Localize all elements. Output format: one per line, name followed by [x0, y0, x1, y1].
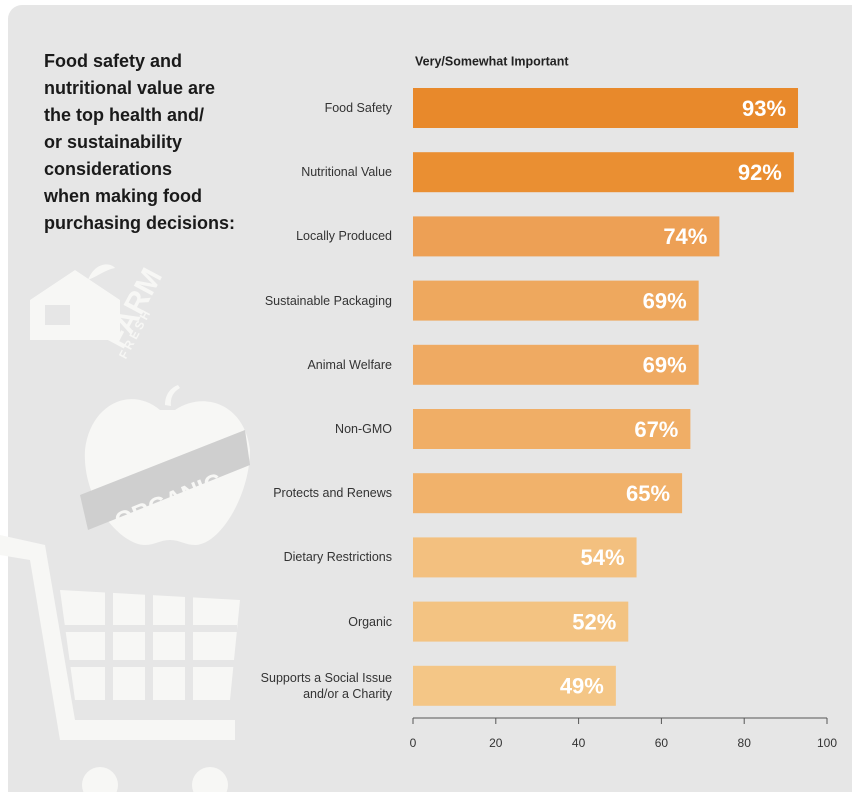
category-label: Sustainable Packaging [264, 293, 392, 308]
value-label: 52% [572, 609, 616, 634]
value-label: 93% [742, 96, 786, 121]
bar [413, 216, 720, 257]
value-label: 54% [581, 545, 625, 570]
category-label: Dietary Restrictions [283, 550, 392, 565]
ribbon [80, 430, 250, 530]
value-label: 65% [626, 481, 670, 506]
bar [413, 473, 683, 514]
value-label: 69% [643, 353, 687, 378]
leaf [88, 264, 115, 280]
title-line: purchasing decisions: [44, 213, 235, 233]
category-label: Protects and Renews [273, 486, 392, 501]
wheel [82, 767, 118, 792]
title-line: or sustainability [44, 132, 182, 152]
panel [8, 5, 852, 792]
bar [413, 601, 629, 642]
x-tick-label: 100 [817, 736, 837, 750]
bar [413, 88, 799, 128]
bar [413, 344, 699, 385]
x-tick-label: 40 [572, 736, 586, 750]
title-line: nutritional value are [44, 78, 215, 98]
category-label: Nutritional Value [301, 165, 392, 180]
title-line: the top health and/ [44, 105, 204, 125]
bar [413, 152, 794, 193]
value-label: 49% [560, 674, 604, 699]
title-line: when making food [43, 186, 202, 206]
x-tick-label: 80 [738, 736, 752, 750]
category-label: Non-GMO [335, 422, 392, 436]
bar [413, 409, 691, 449]
value-label: 74% [663, 224, 707, 249]
category-label: Food Safety [324, 101, 392, 115]
subtitle: Very/Somewhat Important [415, 54, 569, 68]
category-label: Organic [348, 614, 392, 629]
value-label: 67% [634, 417, 678, 442]
category-label: Locally Produced [296, 229, 392, 244]
category-label: Animal Welfare [307, 357, 392, 372]
icons [0, 264, 251, 792]
bar [413, 665, 616, 706]
x-tick-label: 60 [655, 736, 669, 750]
bar [413, 280, 699, 321]
category-label: Supports a Social Issue and/or a Charity [260, 670, 392, 701]
cart-grid [62, 592, 237, 702]
farm-icon [30, 270, 120, 340]
wheel [192, 767, 228, 792]
title-line: Food safety and [44, 51, 182, 71]
x-tick-label: 20 [489, 736, 503, 750]
value-label: 92% [738, 160, 782, 185]
cart [0, 535, 240, 740]
stem [165, 385, 180, 406]
title-line: considerations [44, 159, 172, 179]
bar [413, 537, 637, 578]
x-tick-label: 0 [410, 736, 417, 750]
value-label: 69% [643, 288, 687, 313]
